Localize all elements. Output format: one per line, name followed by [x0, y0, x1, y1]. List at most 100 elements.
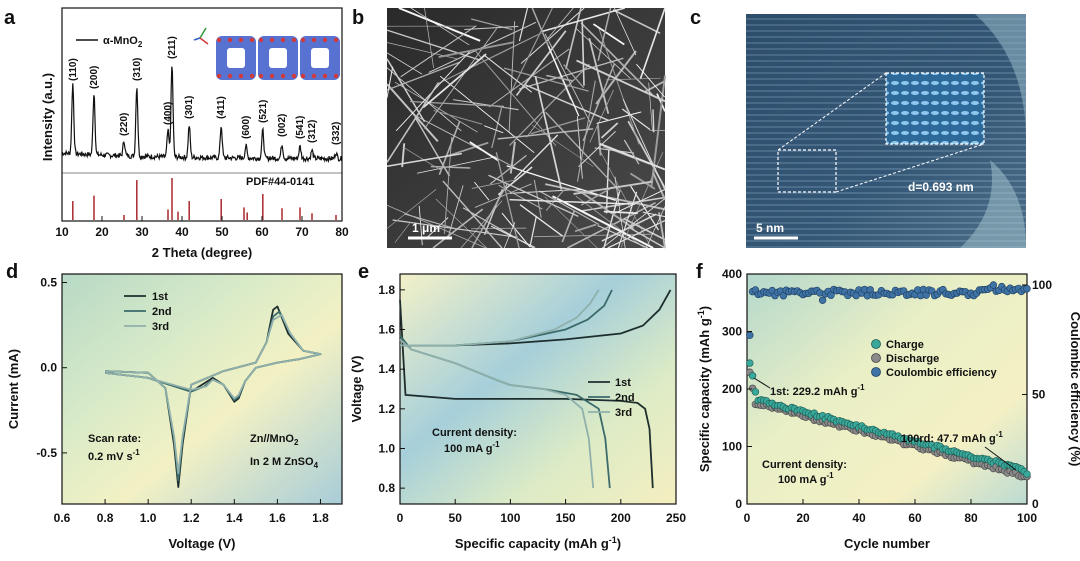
nanowire: [520, 7, 585, 64]
tick-label: 0.8: [378, 481, 395, 495]
legend-marker-ce: [871, 367, 881, 377]
nanowire: [645, 206, 666, 249]
discharge-curve-1st: [399, 299, 654, 489]
axis-ticks-d: 0.6 0.8 1.0 1.2 1.4 1.6 1.8 -0.5 0.0 0.5: [36, 276, 329, 525]
ce-point: [746, 331, 754, 339]
ce-point: [989, 281, 998, 289]
tick-label: 100: [1017, 511, 1037, 525]
tick-label: 1.2: [378, 402, 395, 416]
current-density-value-e: 100 mA g: [444, 443, 493, 455]
annotation-arrow-100: [984, 446, 1017, 471]
panel-label-e: e: [358, 261, 369, 283]
tick-label: 60: [908, 511, 922, 525]
panel-b: b 1 μm: [352, 7, 666, 249]
nanowire: [648, 82, 653, 132]
tick-label: 50: [1032, 387, 1046, 401]
svg-text:100rd: 47.7 mAh g-1: 100rd: 47.7 mAh g-1: [901, 430, 1003, 445]
tick-label: 100: [1032, 278, 1052, 292]
nanowire: [607, 220, 666, 249]
plot-frame-d: [61, 273, 343, 505]
charge-curve-3rd: [400, 289, 600, 347]
xlabel-e-end: ): [617, 536, 621, 551]
nanowire: [437, 32, 542, 85]
scan-rate-sup: -1: [133, 448, 141, 457]
tick-label: 20: [796, 511, 810, 525]
nanowire: [575, 28, 631, 79]
tick-label: 250: [666, 511, 686, 525]
nanowire: [597, 26, 640, 145]
nanowire: [438, 41, 515, 59]
nanowire: [605, 77, 661, 81]
nanowire: [386, 58, 426, 123]
svg-text:Zn//MnO2: Zn//MnO2: [250, 433, 299, 447]
nanowire: [497, 128, 594, 140]
current-density-sup-e: -1: [493, 440, 501, 449]
current-density-value-f: 100 mA g: [778, 474, 827, 486]
nanowire: [501, 212, 531, 248]
nanowire: [538, 190, 600, 226]
scale-label-c: 5 nm: [756, 221, 784, 235]
cycling-points: [746, 281, 1031, 481]
ylabel-f-sup: -1: [696, 310, 706, 318]
nanowire: [623, 218, 666, 241]
legend-marker-charge: [871, 339, 881, 349]
nanowire: [658, 212, 666, 249]
tick-label: 0.8: [97, 511, 114, 525]
scan-rate-value: 0.2 mV s: [88, 451, 133, 463]
scale-label-b: 1 μm: [412, 221, 440, 235]
peak-label: (301): [184, 96, 195, 119]
tick-label: 1.8: [312, 511, 329, 525]
nanowire: [542, 7, 626, 33]
tick-label: 60: [255, 225, 269, 239]
nanowire: [581, 20, 585, 86]
nanowire: [530, 117, 586, 135]
legend-label-e-2nd: 2nd: [615, 392, 635, 404]
nanowire: [386, 52, 423, 75]
tick-label: 10: [55, 225, 69, 239]
nanowire: [533, 179, 542, 218]
nanowire: [428, 21, 537, 73]
tick-label: 200: [611, 511, 631, 525]
nanowire: [518, 7, 529, 42]
nanowire: [621, 108, 651, 131]
nanowire: [386, 66, 394, 98]
electrolyte-sub: 4: [314, 461, 319, 470]
nanowire: [403, 147, 443, 172]
nanowire: [534, 75, 563, 190]
tick-label: 400: [722, 267, 742, 281]
svg-text:In 2 M ZnSO4: In 2 M ZnSO4: [250, 456, 319, 470]
peak-label: (541): [295, 116, 306, 139]
nanowire: [563, 64, 585, 89]
nanowire: [471, 18, 513, 31]
peak-label: (002): [277, 114, 288, 137]
tick-label: 0: [397, 511, 404, 525]
hundredth-cycle-label: 100rd: 47.7 mAh g: [901, 433, 996, 445]
legend-label-ce: Coulombic efficiency: [886, 367, 998, 379]
panel-label-f: f: [696, 261, 703, 283]
tick-label: 30: [135, 225, 149, 239]
ylabel-e: Voltage (V): [349, 356, 364, 423]
nanowire: [639, 7, 666, 79]
ce-point: [1023, 285, 1031, 293]
xlabel-e-sup: -1: [609, 535, 617, 545]
nanowire: [545, 189, 565, 211]
nanowire: [435, 198, 488, 249]
peak-label: (211): [167, 36, 178, 59]
tick-label: 1.0: [378, 441, 395, 455]
peak-label: (411): [216, 96, 227, 119]
nanowire: [600, 122, 619, 139]
charge-point: [1023, 470, 1031, 478]
nanowire: [614, 176, 626, 249]
peak-label: (200): [89, 66, 100, 89]
nanowire: [573, 180, 653, 195]
peak-label: (110): [68, 58, 79, 81]
nanowire: [509, 7, 553, 94]
first-cycle-sup: -1: [857, 383, 865, 392]
tick-label: 300: [722, 325, 742, 339]
tick-label: 150: [556, 511, 576, 525]
legend-label-a: α-MnO: [103, 35, 138, 47]
nanowire: [444, 141, 489, 158]
tick-label: 1.0: [140, 511, 157, 525]
nanowire: [503, 67, 589, 92]
ylabel-d: Current (mA): [6, 349, 21, 429]
